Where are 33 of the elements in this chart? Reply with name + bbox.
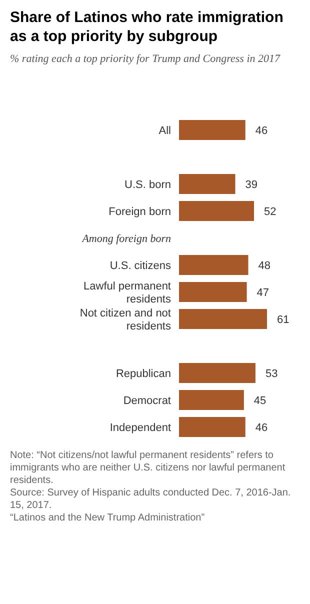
data-label: 46 bbox=[255, 422, 268, 434]
bar bbox=[179, 201, 254, 221]
source-note: Source: Survey of Hispanic adults conducted Dec. 7, 2016-Jan. 15, 2017. bbox=[10, 488, 291, 511]
data-label: 45 bbox=[254, 395, 266, 407]
bar bbox=[179, 120, 246, 140]
data-label: 48 bbox=[258, 260, 270, 272]
data-label: 46 bbox=[255, 125, 268, 137]
chart-title: Share of Latinos who rate immigration as a top priority by subgroup bbox=[10, 9, 284, 45]
y-tick-label: Foreign born bbox=[108, 206, 171, 218]
y-tick-label: Independent bbox=[110, 422, 171, 434]
y-tick-label: Democrat bbox=[123, 395, 171, 407]
y-tick-label: All bbox=[158, 125, 171, 137]
y-tick-label: Lawful permanent residents bbox=[84, 280, 172, 306]
y-tick-label: Among foreign born bbox=[81, 233, 172, 245]
text: Note: “Not citizens/not lawful permanent residents” refers to immigrants who are neither U.S. citizens nor lawful permanent residents. bbox=[10, 450, 286, 486]
bar bbox=[179, 390, 244, 410]
bar bbox=[179, 282, 247, 302]
data-label: 47 bbox=[256, 287, 270, 299]
bar bbox=[179, 309, 267, 329]
bar bbox=[179, 174, 236, 194]
y-tick-label: Republican bbox=[116, 368, 171, 380]
y-tick-label: U.S. born bbox=[124, 179, 171, 191]
data-label: 52 bbox=[264, 206, 276, 218]
data-label: 61 bbox=[277, 314, 290, 326]
y-tick-label: U.S. citizens bbox=[110, 260, 172, 272]
text: “Latinos and the New Trump Administration” bbox=[10, 512, 205, 524]
data-label: 39 bbox=[245, 179, 258, 191]
data-label: 53 bbox=[265, 368, 278, 380]
y-tick-label: Not citizen and not residents bbox=[80, 308, 172, 332]
bar bbox=[179, 255, 248, 275]
bar bbox=[179, 417, 246, 437]
chart-subtitle: % rating each a top priority for Trump and Congress in 2017 bbox=[10, 53, 281, 65]
bar bbox=[179, 363, 256, 383]
